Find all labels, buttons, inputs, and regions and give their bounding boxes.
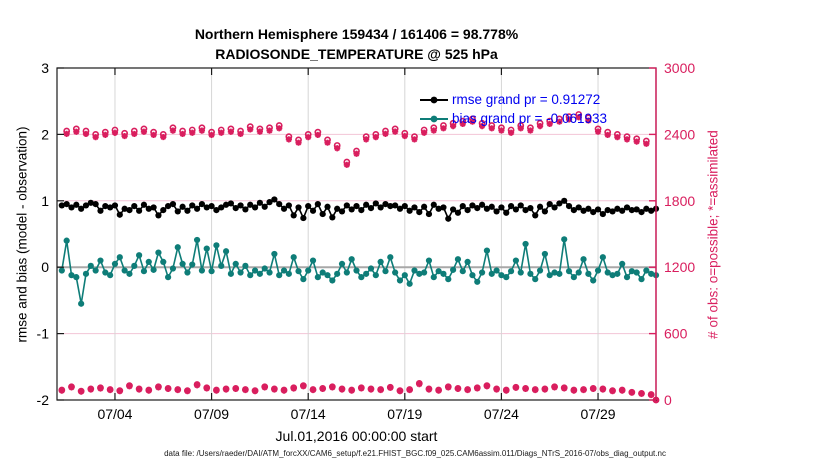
legend: rmse grand pr = 0.91272 bias grand pr = … <box>420 90 607 128</box>
y-left-tick-label: 1 <box>41 193 49 209</box>
legend-row-rmse: rmse grand pr = 0.91272 <box>420 90 607 109</box>
y-left-tick-label: 2 <box>41 126 49 142</box>
chart-title-line1: Northern Hemisphere 159434 / 161406 = 98… <box>194 26 519 42</box>
data-file-path: data file: /Users/raeder/DAI/ATM_forcXX/… <box>164 449 666 458</box>
x-tick-label: 07/09 <box>194 406 229 422</box>
legend-row-bias: bias grand pr = -0.061933 <box>420 109 607 128</box>
y-right-tick-label: 1200 <box>664 259 695 275</box>
y-axis-label-left: rmse and bias (model - observation) <box>14 126 30 343</box>
axes-frame <box>56 67 657 401</box>
y-left-tick-label: 3 <box>41 60 49 76</box>
series-bias <box>58 236 660 307</box>
chart-title: Northern Hemisphere 159434 / 161406 = 98… <box>57 24 656 64</box>
y-right-tick-label: 2400 <box>664 126 695 142</box>
tick-labels: 3 2 1 0 -1 -2 3000 2400 1800 1200 600 0 07/04 07/09 07… <box>37 60 696 422</box>
x-tick-label: 07/29 <box>581 406 616 422</box>
series-obs_assimilated <box>58 114 660 404</box>
x-tick-label: 07/04 <box>97 406 132 422</box>
legend-bias-label: bias grand pr = -0.061933 <box>452 111 607 126</box>
y-left-tick-label: 0 <box>41 259 49 275</box>
x-tick-label: 07/19 <box>387 406 422 422</box>
y-right-tick-label: 600 <box>664 326 688 342</box>
x-axis-label: Jul.01,2016 00:00:00 start <box>275 428 438 444</box>
legend-bias-marker-icon <box>420 115 448 122</box>
y-right-tick-label: 0 <box>664 392 672 408</box>
y-left-tick-label: -1 <box>37 326 50 342</box>
y-right-tick-label: 1800 <box>664 193 695 209</box>
y-axis-label-right: # of obs: o=possible; *=assimilated <box>705 130 721 339</box>
chart-title-line2: RADIOSONDE_TEMPERATURE @ 525 hPa <box>215 46 498 62</box>
x-tick-label: 07/14 <box>291 406 326 422</box>
series-rmse <box>58 196 660 222</box>
gridlines <box>57 68 656 400</box>
y-right-tick-label: 3000 <box>664 60 695 76</box>
legend-rmse-marker-icon <box>420 96 448 103</box>
y-left-tick-label: -2 <box>37 392 50 408</box>
legend-rmse-label: rmse grand pr = 0.91272 <box>452 92 601 107</box>
x-tick-label: 07/24 <box>484 406 519 422</box>
